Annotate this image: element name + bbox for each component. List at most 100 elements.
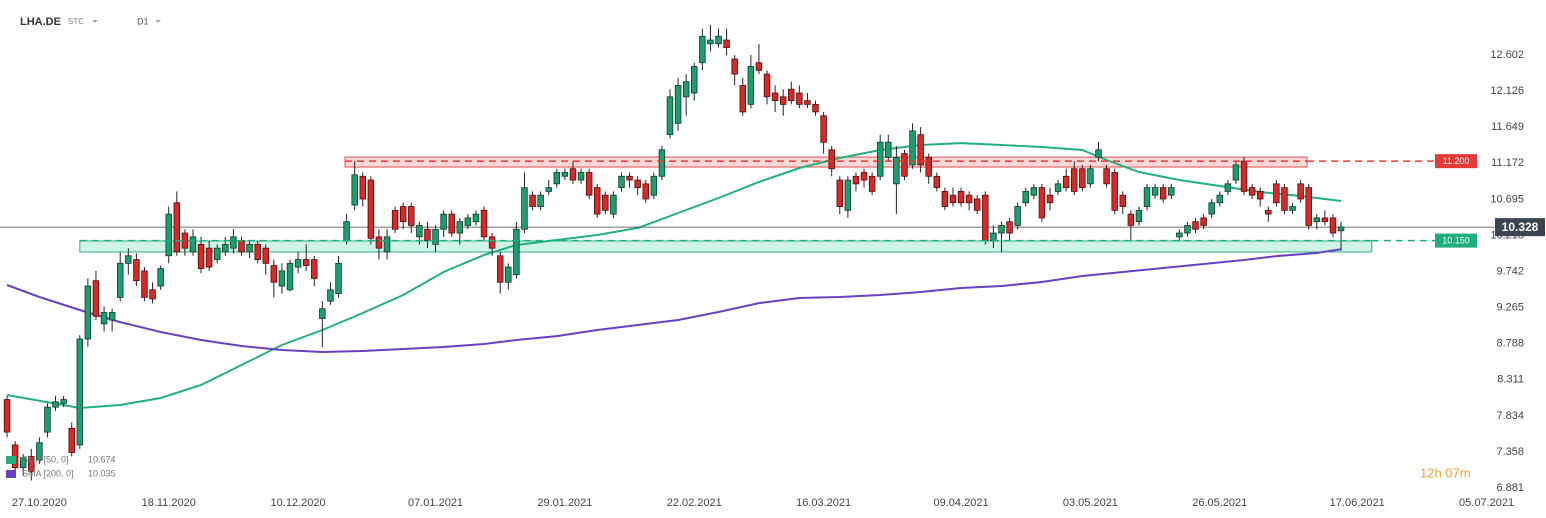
legend-value: 10.035 xyxy=(88,468,116,478)
candle-body xyxy=(990,232,997,242)
candle-body xyxy=(585,172,593,196)
candle-body xyxy=(505,266,512,283)
candle-body xyxy=(125,255,132,264)
candle-body xyxy=(1062,175,1070,189)
candle-body xyxy=(796,92,803,105)
candle-body xyxy=(246,243,253,253)
candle-body xyxy=(893,156,900,185)
candle-body xyxy=(1240,160,1248,192)
candle-body xyxy=(165,213,172,257)
candle-body xyxy=(1256,191,1264,200)
candle-body xyxy=(230,236,237,249)
candle-body xyxy=(666,96,674,136)
candle-body xyxy=(319,308,326,319)
candle-body xyxy=(1313,217,1321,223)
legend-swatch xyxy=(6,470,16,478)
timeframe[interactable]: D1 xyxy=(137,16,149,26)
candle-body xyxy=(343,221,350,242)
y-tick-label: 12.126 xyxy=(1490,85,1524,97)
candle-body xyxy=(214,247,221,260)
candle-body xyxy=(828,149,835,170)
zone xyxy=(79,240,1373,253)
candle-body xyxy=(278,270,286,287)
candle-body xyxy=(270,265,278,283)
candle-body xyxy=(1030,187,1038,196)
y-tick-label: 7.358 xyxy=(1496,446,1524,458)
candle-body xyxy=(1079,168,1086,189)
level-label-box xyxy=(1435,154,1477,169)
candle-body xyxy=(812,103,819,113)
y-tick-label: 8.311 xyxy=(1497,374,1524,386)
candle-body xyxy=(100,312,108,325)
y-tick-label: 9.265 xyxy=(1496,302,1524,314)
candle-body xyxy=(181,232,189,249)
candle-body xyxy=(925,156,932,177)
instrument-type[interactable]: STC xyxy=(68,17,84,26)
candle-body xyxy=(1095,149,1102,158)
candle-body xyxy=(149,289,156,300)
candle-body xyxy=(860,172,868,181)
candle-body xyxy=(699,35,706,64)
candle-body xyxy=(76,338,84,446)
candle-body xyxy=(173,202,181,253)
candle-body xyxy=(3,399,11,433)
last-price-label: 10.328 xyxy=(1502,220,1539,234)
y-tick-label: 11.649 xyxy=(1491,121,1524,133)
candle-body xyxy=(1087,168,1094,185)
candle-body xyxy=(205,247,213,268)
x-tick-label: 29.01.2021 xyxy=(537,497,592,509)
candle-body xyxy=(1135,209,1143,223)
x-tick-label: 05.07.2021 xyxy=(1459,497,1514,509)
level-label-box xyxy=(1435,233,1477,248)
candle-body xyxy=(545,187,552,192)
candle-body xyxy=(658,149,666,177)
candle-body xyxy=(1038,187,1046,219)
x-tick-label: 27.10.2020 xyxy=(12,497,67,509)
x-tick-label: 17.06.2021 xyxy=(1330,497,1385,509)
candle-body xyxy=(432,228,439,245)
candle-body xyxy=(391,209,399,230)
candle-body xyxy=(68,427,75,453)
y-tick-label: 7.834 xyxy=(1496,410,1524,422)
level-label: 11.200 xyxy=(1443,156,1470,166)
dropdown-arrow[interactable] xyxy=(92,20,98,23)
candle-body xyxy=(1111,172,1118,211)
candle-body xyxy=(965,194,973,204)
candle-body xyxy=(1159,187,1167,200)
x-tick-label: 03.05.2021 xyxy=(1063,497,1118,509)
candle-body xyxy=(1151,187,1159,196)
x-tick-label: 22.02.2021 xyxy=(667,497,722,509)
candle-body xyxy=(367,179,375,239)
candle-body xyxy=(529,194,536,207)
candle-body xyxy=(424,228,431,242)
candle-body xyxy=(739,85,746,113)
candle-body xyxy=(1273,183,1280,204)
candle-body xyxy=(577,172,585,181)
sma-line xyxy=(6,142,1342,410)
candle-body xyxy=(375,236,383,249)
candle-body xyxy=(1168,187,1175,196)
candle-body xyxy=(416,225,423,238)
candle-body xyxy=(1232,164,1240,181)
candle-body xyxy=(788,88,795,101)
candle-body xyxy=(1176,232,1183,238)
candle-body xyxy=(238,240,245,253)
candle-body xyxy=(602,194,609,211)
candle-body xyxy=(408,206,415,226)
candle-body xyxy=(480,209,488,238)
candle-body xyxy=(804,100,811,105)
candle-body xyxy=(682,81,690,98)
candle-body xyxy=(610,194,617,215)
x-tick-label: 10.12.2020 xyxy=(271,497,326,509)
y-tick-label: 9.742 xyxy=(1496,265,1524,277)
candle-body xyxy=(1200,217,1207,226)
candle-body xyxy=(569,168,577,181)
candle-body xyxy=(383,236,391,253)
candle-body xyxy=(1289,206,1296,211)
candle-body xyxy=(28,455,35,472)
candle-body xyxy=(642,183,649,200)
candle-body xyxy=(1071,168,1078,192)
candle-body xyxy=(1216,194,1224,204)
dropdown-arrow[interactable] xyxy=(155,20,161,23)
